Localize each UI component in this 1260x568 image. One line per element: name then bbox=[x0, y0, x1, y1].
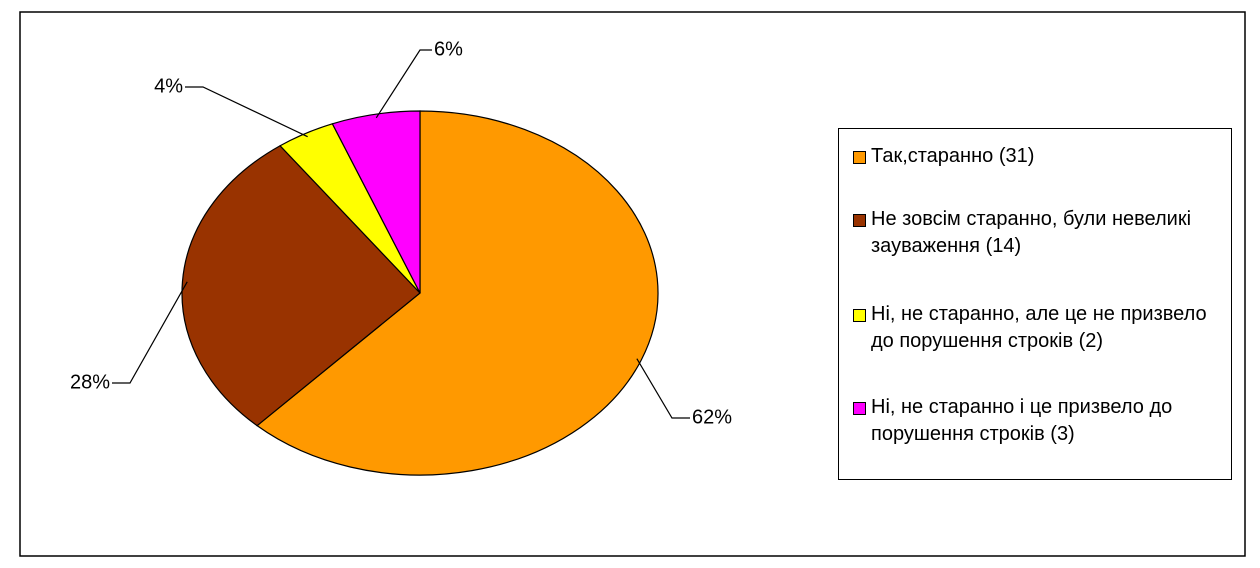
legend-entry: Не зовсім старанно, були невеликі зауваж… bbox=[847, 206, 1227, 260]
leader-line bbox=[112, 281, 188, 384]
pie-slice bbox=[256, 110, 659, 476]
data-label: 28% bbox=[70, 371, 110, 393]
pie-slice bbox=[181, 145, 421, 427]
data-label: 62% bbox=[692, 406, 732, 428]
legend: Так,старанно (31) Не зовсім старанно, бул… bbox=[838, 128, 1232, 480]
legend-label: Ні, не старанно, але це не призвело до п… bbox=[871, 303, 1207, 352]
legend-entry: Ні, не старанно і це призвело до порушен… bbox=[847, 394, 1227, 448]
leader-line bbox=[375, 49, 432, 119]
legend-label: Так,старанно (31) bbox=[871, 145, 1035, 167]
legend-entry: Так,старанно (31) bbox=[847, 143, 1227, 170]
legend-entry: Ні, не старанно, але це не призвело до п… bbox=[847, 301, 1227, 355]
legend-label: Ні, не старанно і це призвело до порушен… bbox=[871, 396, 1173, 445]
legend-label: Не зовсім старанно, були невеликі зауваж… bbox=[871, 208, 1192, 257]
legend-swatch bbox=[853, 151, 866, 164]
pie-slice bbox=[331, 110, 421, 294]
legend-swatch bbox=[853, 309, 866, 322]
data-label: 6% bbox=[434, 38, 463, 60]
data-label: 4% bbox=[154, 75, 183, 97]
legend-swatch bbox=[853, 214, 866, 227]
leader-line bbox=[636, 358, 690, 419]
leader-line bbox=[185, 86, 308, 138]
legend-swatch bbox=[853, 402, 866, 415]
